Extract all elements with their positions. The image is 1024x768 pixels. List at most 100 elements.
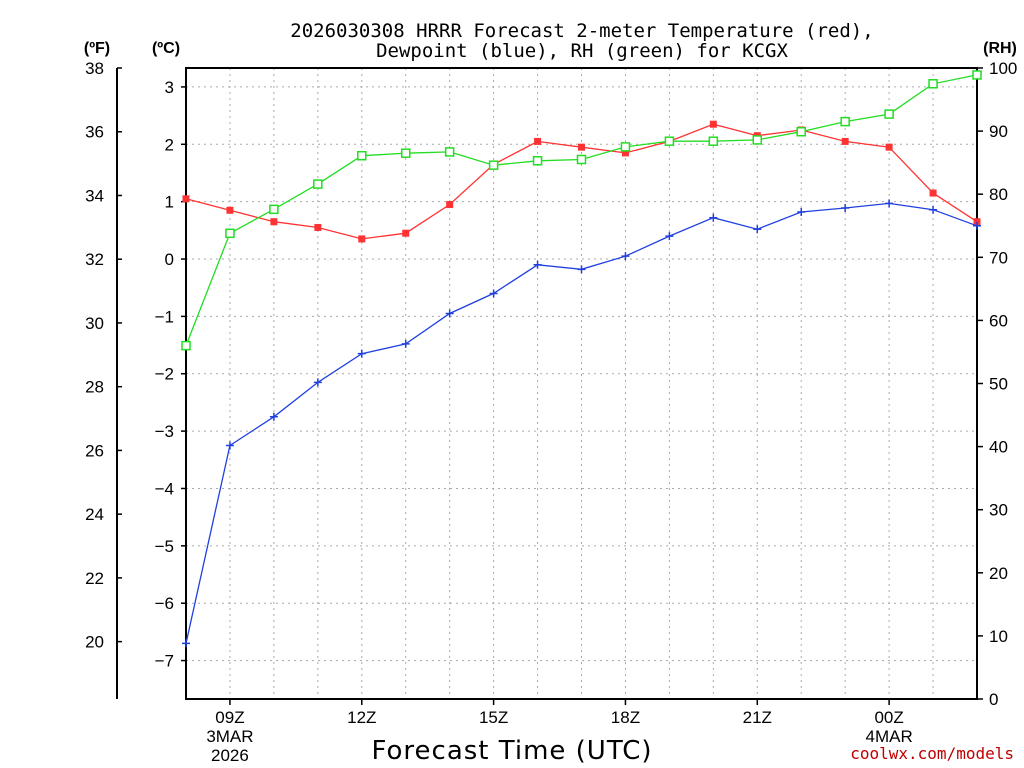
celsius-tick-label: −6 — [155, 594, 174, 613]
rh-point — [752, 135, 763, 145]
temperature-point — [578, 143, 585, 151]
rh-point — [928, 79, 938, 89]
fahrenheit-tick-label: 24 — [85, 505, 104, 524]
temperature-point — [709, 120, 717, 128]
rh-point — [532, 156, 543, 166]
dewpoint-point — [621, 252, 630, 261]
fahrenheit-axis: 20 22 24 26 28 30 32 34 36 38 — [85, 59, 122, 652]
rh-point — [181, 340, 191, 351]
time-tick-date-label: 4MAR — [865, 727, 912, 746]
rh-tick-label: 40 — [989, 438, 1008, 457]
temperature-point — [841, 137, 849, 145]
rh-point — [269, 204, 279, 215]
dewpoint-point — [357, 349, 366, 358]
time-tick-label: 09Z — [215, 708, 244, 727]
axes — [116, 67, 978, 700]
dewpoint-point — [445, 309, 454, 318]
rh-point — [708, 136, 719, 146]
chart-title-line1: 2026030308 HRRR Forecast 2-meter Tempera… — [290, 20, 873, 42]
dewpoint-point — [797, 207, 806, 216]
temperature-point — [621, 149, 629, 157]
credit-text: coolwx.com/models — [850, 744, 1014, 763]
fahrenheit-unit-label: (ºF) — [84, 40, 110, 57]
rh-point — [884, 109, 894, 119]
celsius-tick-label: 1 — [165, 193, 174, 212]
rh-tick-label: 30 — [989, 501, 1008, 520]
fahrenheit-tick-label: 20 — [85, 633, 104, 652]
dewpoint-point — [577, 265, 586, 274]
data-series — [181, 70, 982, 648]
time-tick-date-label: 3MAR — [206, 727, 253, 746]
rh-tick-label: 10 — [989, 627, 1008, 646]
temperature-point — [226, 206, 234, 214]
temperature-point — [182, 195, 190, 203]
temperature-point — [534, 137, 542, 145]
temperature-point — [885, 143, 893, 151]
time-tick-label: 15Z — [479, 708, 508, 727]
rh-tick-label: 80 — [989, 185, 1008, 204]
fahrenheit-tick-label: 26 — [85, 441, 104, 460]
rh-point — [225, 228, 235, 239]
time-tick-label: 18Z — [611, 708, 640, 727]
rh-tick-label: 60 — [989, 311, 1008, 330]
fahrenheit-tick-label: 38 — [85, 59, 104, 78]
fahrenheit-tick-label: 28 — [85, 378, 104, 397]
rh-point — [972, 70, 982, 80]
rh-point — [444, 147, 455, 157]
dewpoint-point — [269, 412, 278, 421]
dewpoint-point — [533, 260, 542, 269]
dewpoint-point — [753, 225, 762, 234]
rh-point — [488, 160, 499, 170]
rh-tick-label: 70 — [989, 248, 1008, 267]
dewpoint-point — [709, 213, 718, 222]
celsius-tick-label: −5 — [155, 537, 174, 556]
fahrenheit-tick-label: 36 — [85, 123, 104, 142]
rh-tick-label: 50 — [989, 375, 1008, 394]
temperature-point — [973, 218, 981, 226]
time-tick-label: 21Z — [743, 708, 772, 727]
celsius-tick-label: −3 — [155, 422, 174, 441]
rh-axis: 0 10 20 30 40 50 60 70 80 90 100 — [977, 59, 1017, 709]
rh-tick-label: 0 — [989, 690, 998, 709]
celsius-tick-label: −7 — [155, 652, 174, 671]
rh-line — [185, 74, 978, 346]
dewpoint-point — [401, 339, 410, 348]
time-tick-label: 12Z — [347, 708, 376, 727]
rh-point — [796, 126, 806, 137]
celsius-tick-label: −2 — [155, 365, 174, 384]
rh-point — [664, 136, 675, 146]
rh-tick-label: 100 — [989, 59, 1017, 78]
celsius-tick-label: 3 — [165, 78, 174, 97]
chart-title-line2: Dewpoint (blue), RH (green) for KCGX — [376, 40, 788, 62]
dewpoint-point — [665, 232, 674, 241]
rh-point — [620, 142, 631, 152]
celsius-tick-label: 2 — [165, 135, 174, 154]
rh-point — [840, 116, 850, 127]
celsius-tick-label: 0 — [165, 250, 174, 269]
temperature-point — [270, 218, 278, 226]
rh-point — [400, 148, 411, 158]
dewpoint-point — [929, 205, 938, 214]
rh-point — [357, 150, 367, 161]
dewpoint-point — [313, 378, 322, 387]
dewpoint-point — [489, 289, 498, 298]
celsius-tick-label: −1 — [155, 307, 174, 326]
celsius-tick-label: −4 — [155, 479, 174, 498]
fahrenheit-tick-label: 30 — [85, 314, 104, 333]
dewpoint-point — [885, 199, 894, 208]
rh-point — [576, 154, 587, 165]
fahrenheit-tick-label: 32 — [85, 250, 104, 269]
time-tick-year-label: 2026 — [211, 746, 249, 765]
dewpoint-point — [841, 203, 850, 212]
rh-tick-label: 20 — [989, 564, 1008, 583]
temperature-point — [358, 235, 366, 243]
temperature-point — [402, 229, 410, 237]
time-tick-label: 00Z — [874, 708, 903, 727]
fahrenheit-tick-label: 22 — [85, 569, 104, 588]
temperature-point — [446, 201, 454, 209]
dewpoint-point — [973, 221, 981, 230]
celsius-axis: −7 −6 −5 −4 −3 −2 −1 0 1 2 3 — [155, 78, 186, 671]
dewpoint-point — [225, 441, 234, 450]
